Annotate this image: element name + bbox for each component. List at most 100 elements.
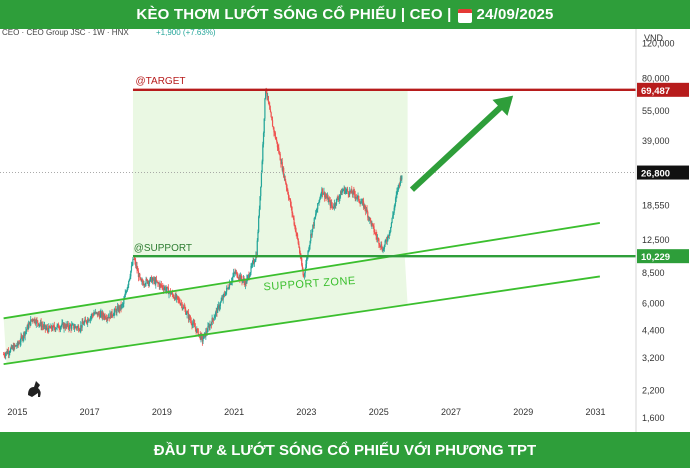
candle-body xyxy=(89,317,92,320)
candle-body xyxy=(110,313,112,318)
candle-body xyxy=(150,277,152,278)
candle-body xyxy=(159,283,161,287)
candle-body xyxy=(130,270,132,277)
candle-body xyxy=(26,325,28,330)
candle-body xyxy=(140,279,142,282)
candle-body xyxy=(162,285,164,289)
candle-body xyxy=(232,275,234,278)
candle-body xyxy=(130,265,133,271)
candle-body xyxy=(141,280,144,283)
y-tick-label: 3,200 xyxy=(642,353,665,363)
candle-body xyxy=(345,190,347,191)
candle-body xyxy=(127,285,129,288)
candle-body xyxy=(355,197,357,199)
candle-body xyxy=(375,233,377,236)
candle-body xyxy=(22,337,24,340)
candle-body xyxy=(223,294,225,296)
y-tick-label: 2,200 xyxy=(642,386,665,396)
candle-body xyxy=(237,277,239,278)
candle-body xyxy=(57,324,60,329)
candle-body xyxy=(72,324,74,326)
candle-body xyxy=(294,224,296,226)
candle-body xyxy=(372,223,374,225)
candle-body xyxy=(201,336,203,342)
candle-body xyxy=(333,207,335,208)
candle-body xyxy=(15,345,17,347)
candle-body xyxy=(233,272,235,276)
candle-body xyxy=(189,315,191,320)
candle-body xyxy=(203,335,205,339)
tradingview-logo-icon xyxy=(28,381,41,397)
candle-body xyxy=(172,294,174,298)
candle-body xyxy=(352,190,354,195)
candle-body xyxy=(312,224,314,229)
candle-body xyxy=(163,288,165,290)
candle-body xyxy=(398,183,400,186)
candle-body xyxy=(305,264,307,271)
candle-body xyxy=(197,329,199,336)
candle-body xyxy=(124,293,126,298)
candle-body xyxy=(261,161,263,172)
candle-body xyxy=(358,200,361,203)
candle-body xyxy=(331,205,333,207)
candle-body xyxy=(18,343,20,345)
candle-body xyxy=(387,235,389,241)
candle-body xyxy=(244,281,246,286)
candle-body xyxy=(236,272,238,278)
candle-body xyxy=(253,261,256,264)
candle-body xyxy=(178,298,180,300)
candle-body xyxy=(302,269,304,276)
x-tick-label: 2027 xyxy=(441,407,461,417)
candle-body xyxy=(299,247,301,253)
channel-lower-line xyxy=(3,275,600,366)
candle-body xyxy=(298,243,300,248)
candle-body xyxy=(16,342,19,346)
candle-body xyxy=(263,118,265,133)
candle-body xyxy=(306,257,308,259)
candle-body xyxy=(217,305,219,307)
candle-body xyxy=(244,281,247,286)
candle-body xyxy=(160,283,162,285)
candle-body xyxy=(357,195,359,197)
candle-body xyxy=(110,311,112,318)
candle-body xyxy=(363,204,365,208)
candle-body xyxy=(16,345,18,347)
candle-body xyxy=(162,288,165,290)
candle-body xyxy=(89,319,91,321)
candle-body xyxy=(67,323,69,328)
candle-body xyxy=(144,284,146,286)
candle-body xyxy=(310,234,313,236)
candle-body xyxy=(146,279,149,284)
candle-body xyxy=(278,147,280,153)
candle-body xyxy=(36,319,38,321)
candle-body xyxy=(60,325,62,327)
candle-body xyxy=(260,186,262,197)
candle-body xyxy=(289,198,291,201)
candle-body xyxy=(6,351,8,354)
candle-body xyxy=(348,194,350,195)
candle-body xyxy=(12,346,14,351)
candle-body xyxy=(85,320,87,323)
candle-body xyxy=(179,302,181,305)
candle-body xyxy=(365,208,367,211)
candle-body xyxy=(324,195,326,198)
candle-body xyxy=(54,327,56,330)
candle-body xyxy=(274,132,276,139)
candle-body xyxy=(297,238,299,244)
candle-body xyxy=(279,153,281,161)
candle-body xyxy=(25,330,27,332)
header-title: KÈO THƠM LƯỚT SÓNG CỔ PHIẾU | CEO | xyxy=(136,6,452,23)
candle-body xyxy=(370,220,372,226)
candle-body xyxy=(131,264,133,266)
candle-body xyxy=(224,294,226,296)
candle-body xyxy=(361,201,363,203)
candle-body xyxy=(213,317,215,321)
candle-body xyxy=(46,327,48,329)
candle-body xyxy=(180,303,183,305)
candle-body xyxy=(356,197,358,199)
candle-body xyxy=(108,317,110,319)
price-chart[interactable]: 120,000 80,000 55,000 39,000 18,550 12,500 8,5… xyxy=(0,29,690,432)
candle-body xyxy=(269,105,271,110)
candle-body xyxy=(196,329,198,333)
candle-body xyxy=(211,318,213,325)
